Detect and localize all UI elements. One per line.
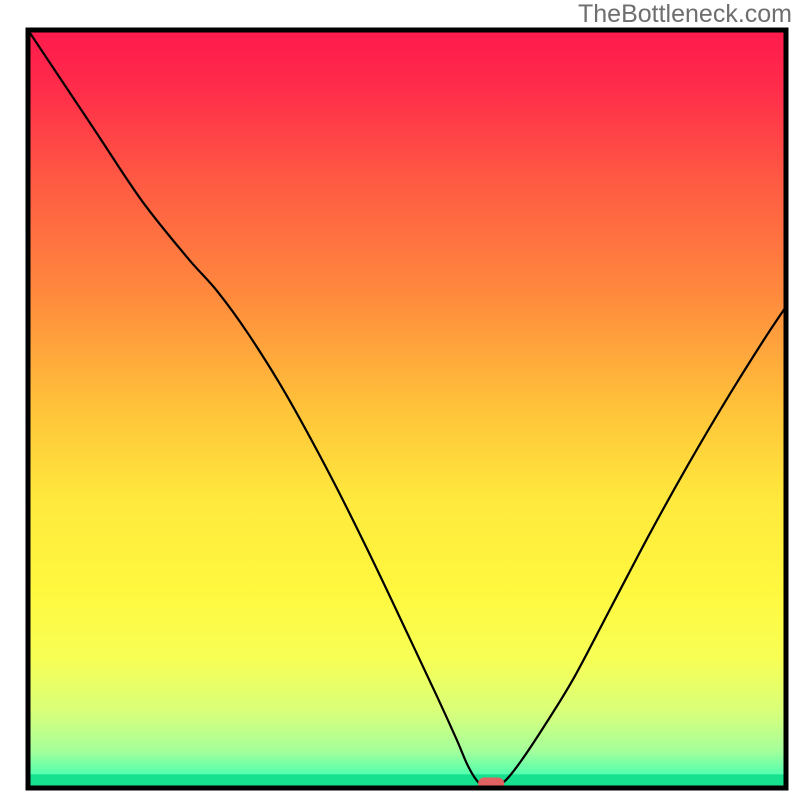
bottleneck-chart [0, 0, 800, 800]
plot-background-gradient [28, 30, 786, 788]
watermark-text: TheBottleneck.com [578, 0, 792, 29]
